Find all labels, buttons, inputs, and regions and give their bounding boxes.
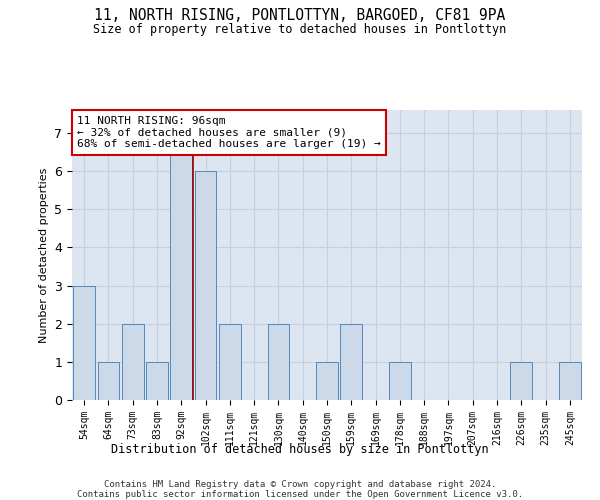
- Bar: [268, 324, 289, 400]
- Bar: [340, 324, 362, 400]
- Bar: [194, 171, 217, 400]
- Bar: [219, 324, 241, 400]
- Bar: [97, 362, 119, 400]
- Bar: [559, 362, 581, 400]
- Y-axis label: Number of detached properties: Number of detached properties: [39, 168, 49, 342]
- Text: Contains HM Land Registry data © Crown copyright and database right 2024.
Contai: Contains HM Land Registry data © Crown c…: [77, 480, 523, 500]
- Bar: [170, 133, 192, 400]
- Bar: [389, 362, 411, 400]
- Bar: [73, 286, 95, 400]
- Text: 11 NORTH RISING: 96sqm
← 32% of detached houses are smaller (9)
68% of semi-deta: 11 NORTH RISING: 96sqm ← 32% of detached…: [77, 116, 381, 149]
- Bar: [511, 362, 532, 400]
- Bar: [316, 362, 338, 400]
- Bar: [122, 324, 143, 400]
- Text: 11, NORTH RISING, PONTLOTTYN, BARGOED, CF81 9PA: 11, NORTH RISING, PONTLOTTYN, BARGOED, C…: [94, 8, 506, 22]
- Bar: [146, 362, 168, 400]
- Text: Size of property relative to detached houses in Pontlottyn: Size of property relative to detached ho…: [94, 22, 506, 36]
- Text: Distribution of detached houses by size in Pontlottyn: Distribution of detached houses by size …: [111, 442, 489, 456]
